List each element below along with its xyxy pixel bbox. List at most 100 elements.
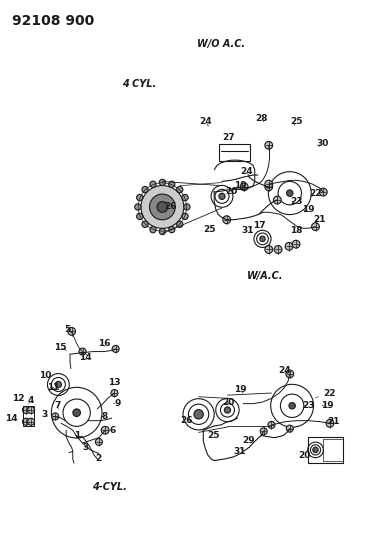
- Circle shape: [142, 221, 148, 228]
- Circle shape: [159, 179, 165, 185]
- Text: 22: 22: [316, 389, 336, 398]
- Text: 14: 14: [5, 414, 24, 423]
- Circle shape: [326, 419, 334, 427]
- Text: 14: 14: [79, 353, 92, 362]
- Circle shape: [169, 181, 175, 188]
- Circle shape: [111, 390, 118, 397]
- Circle shape: [319, 188, 327, 196]
- Text: 92108 900: 92108 900: [13, 14, 95, 28]
- Text: 6: 6: [109, 426, 116, 435]
- Circle shape: [265, 180, 273, 188]
- Circle shape: [287, 190, 293, 196]
- Circle shape: [52, 413, 59, 420]
- Text: 16: 16: [98, 339, 110, 348]
- Text: 20: 20: [222, 187, 237, 196]
- Text: 24: 24: [278, 366, 291, 375]
- Circle shape: [182, 195, 188, 201]
- Circle shape: [135, 204, 141, 210]
- Text: 4-CYL.: 4-CYL.: [92, 482, 127, 492]
- Circle shape: [177, 221, 183, 228]
- Text: 1: 1: [74, 431, 80, 440]
- Text: W/O A.C.: W/O A.C.: [197, 39, 245, 49]
- Circle shape: [182, 213, 188, 220]
- Circle shape: [285, 243, 293, 250]
- Circle shape: [260, 236, 265, 241]
- Circle shape: [219, 193, 225, 199]
- Circle shape: [28, 418, 34, 425]
- Text: 20: 20: [298, 450, 316, 460]
- Circle shape: [265, 183, 273, 191]
- Circle shape: [184, 204, 190, 210]
- Circle shape: [23, 407, 30, 414]
- Circle shape: [101, 426, 109, 434]
- Circle shape: [28, 407, 34, 414]
- Circle shape: [79, 348, 86, 355]
- Text: 20: 20: [222, 398, 235, 407]
- Text: 24: 24: [199, 117, 212, 126]
- Circle shape: [159, 229, 165, 235]
- Circle shape: [141, 185, 184, 229]
- Text: 29: 29: [242, 437, 255, 446]
- Text: 3: 3: [83, 443, 89, 452]
- Text: 24: 24: [240, 167, 253, 176]
- Text: 25: 25: [291, 117, 303, 126]
- Text: 5: 5: [65, 325, 72, 334]
- Circle shape: [265, 246, 273, 253]
- Text: 23: 23: [302, 401, 315, 410]
- Text: 2: 2: [95, 455, 101, 463]
- Circle shape: [224, 407, 231, 413]
- Circle shape: [292, 240, 300, 248]
- Text: 26: 26: [164, 203, 176, 212]
- Circle shape: [274, 246, 282, 253]
- Text: 19: 19: [302, 205, 315, 214]
- Text: 21: 21: [328, 417, 340, 426]
- Text: 15: 15: [54, 343, 66, 352]
- Circle shape: [136, 213, 143, 220]
- Text: 31: 31: [242, 226, 255, 235]
- Circle shape: [150, 227, 156, 233]
- Text: 12: 12: [12, 394, 25, 409]
- Text: 26: 26: [181, 416, 193, 425]
- Circle shape: [68, 327, 75, 335]
- Circle shape: [23, 418, 30, 425]
- Circle shape: [194, 409, 203, 419]
- Circle shape: [169, 227, 175, 233]
- Text: 17: 17: [253, 221, 266, 230]
- Text: 9: 9: [114, 399, 121, 408]
- Text: 22: 22: [309, 189, 322, 198]
- Circle shape: [142, 187, 148, 193]
- Text: 4: 4: [28, 396, 34, 405]
- Circle shape: [112, 345, 119, 352]
- Text: 7: 7: [54, 401, 60, 410]
- Text: 30: 30: [316, 139, 328, 148]
- Text: 31: 31: [233, 447, 246, 456]
- Text: 11: 11: [47, 383, 59, 392]
- Circle shape: [177, 187, 183, 193]
- Text: 23: 23: [290, 197, 302, 206]
- Circle shape: [223, 216, 231, 224]
- Circle shape: [240, 183, 248, 191]
- Circle shape: [313, 447, 318, 453]
- Circle shape: [95, 439, 102, 446]
- Text: 19: 19: [234, 181, 247, 190]
- Circle shape: [150, 181, 156, 188]
- Text: 25: 25: [207, 431, 219, 440]
- Text: 28: 28: [255, 114, 268, 123]
- Text: 27: 27: [222, 133, 235, 142]
- Text: 19: 19: [234, 385, 247, 394]
- Text: 18: 18: [290, 226, 302, 235]
- Circle shape: [73, 409, 81, 416]
- Circle shape: [265, 141, 273, 149]
- Text: 4 CYL.: 4 CYL.: [122, 79, 156, 90]
- Circle shape: [273, 196, 281, 204]
- Text: 21: 21: [313, 215, 326, 224]
- Circle shape: [55, 382, 61, 387]
- Text: 25: 25: [203, 225, 215, 234]
- Circle shape: [286, 425, 293, 432]
- Circle shape: [312, 223, 319, 231]
- Text: 13: 13: [108, 378, 121, 387]
- Text: 8: 8: [101, 412, 108, 421]
- Circle shape: [289, 402, 295, 409]
- Text: 3: 3: [41, 410, 47, 419]
- Circle shape: [268, 422, 275, 429]
